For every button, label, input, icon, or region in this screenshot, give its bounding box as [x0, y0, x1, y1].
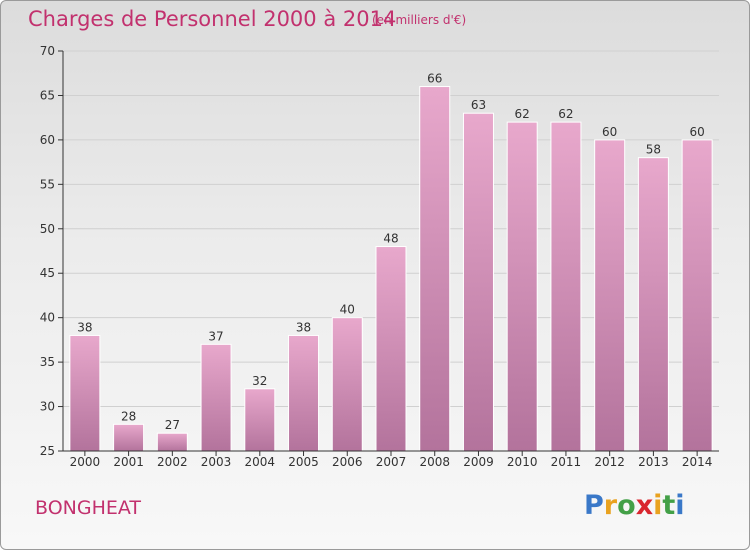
data-label: 40 — [340, 303, 355, 317]
bar-2013 — [637, 157, 669, 452]
x-tick-label: 2000 — [70, 455, 101, 469]
data-label: 62 — [515, 107, 530, 121]
chart-title: Charges de Personnel 2000 à 2014 — [28, 7, 397, 31]
data-label: 60 — [689, 125, 704, 139]
bar-2002 — [156, 432, 188, 452]
bar-2008 — [419, 86, 451, 452]
data-label: 38 — [77, 320, 92, 334]
y-tick-label: 70 — [40, 44, 55, 58]
data-label: 27 — [165, 418, 180, 432]
data-label: 60 — [602, 125, 617, 139]
commune-name: BONGHEAT — [35, 497, 142, 519]
bar-2006 — [331, 317, 363, 452]
y-tick-label: 30 — [40, 400, 55, 414]
bar-2001 — [113, 423, 145, 452]
bar-2007 — [375, 246, 407, 452]
data-label: 66 — [427, 72, 442, 86]
x-tick-label: 2007 — [376, 455, 407, 469]
y-tick-label: 25 — [40, 444, 55, 458]
y-tick-label: 40 — [40, 311, 55, 325]
y-tick-label: 65 — [40, 88, 55, 102]
bars — [69, 86, 713, 452]
chart-subtitle: (en milliers d'€) — [372, 13, 467, 27]
data-label: 38 — [296, 320, 311, 334]
x-tick-label: 2003 — [201, 455, 232, 469]
data-label: 37 — [208, 329, 223, 343]
bar-2003 — [200, 343, 232, 452]
bar-2010 — [506, 121, 538, 452]
x-tick-label: 2009 — [463, 455, 494, 469]
data-label: 48 — [383, 232, 398, 246]
x-tick-label: 2006 — [332, 455, 363, 469]
x-tick-label: 2010 — [507, 455, 538, 469]
bar-2000 — [69, 334, 101, 452]
bar-2004 — [244, 388, 276, 452]
x-tick-label: 2013 — [638, 455, 669, 469]
x-tick-label: 2012 — [594, 455, 625, 469]
x-tick-label: 2008 — [419, 455, 450, 469]
x-tick-label: 2014 — [682, 455, 713, 469]
data-label: 32 — [252, 374, 267, 388]
y-tick-label: 50 — [40, 222, 55, 236]
bar-2005 — [288, 334, 320, 452]
x-tick-label: 2001 — [113, 455, 144, 469]
axes: 25 30 35 40 45 50 55 60 65 70 2000 2001 2002 2003 2004… — [40, 44, 719, 469]
y-tick-label: 60 — [40, 133, 55, 147]
bar-2012 — [594, 139, 626, 452]
x-tick-label: 2005 — [288, 455, 319, 469]
data-label: 28 — [121, 409, 136, 423]
data-labels: 38 28 27 37 32 38 40 48 66 63 62 62 60 58 60 — [77, 72, 705, 433]
x-tick-label: 2002 — [157, 455, 188, 469]
bar-2009 — [462, 112, 494, 452]
data-label: 63 — [471, 98, 486, 112]
x-tick-label: 2011 — [551, 455, 582, 469]
data-label: 58 — [646, 143, 661, 157]
y-tick-label: 35 — [40, 355, 55, 369]
data-label: 62 — [558, 107, 573, 121]
y-tick-label: 45 — [40, 266, 55, 280]
bar-2014 — [681, 139, 713, 452]
x-tick-label: 2004 — [245, 455, 276, 469]
bar-2011 — [550, 121, 582, 452]
y-tick-label: 55 — [40, 177, 55, 191]
proxiti-logo: Proxiti — [584, 490, 685, 521]
